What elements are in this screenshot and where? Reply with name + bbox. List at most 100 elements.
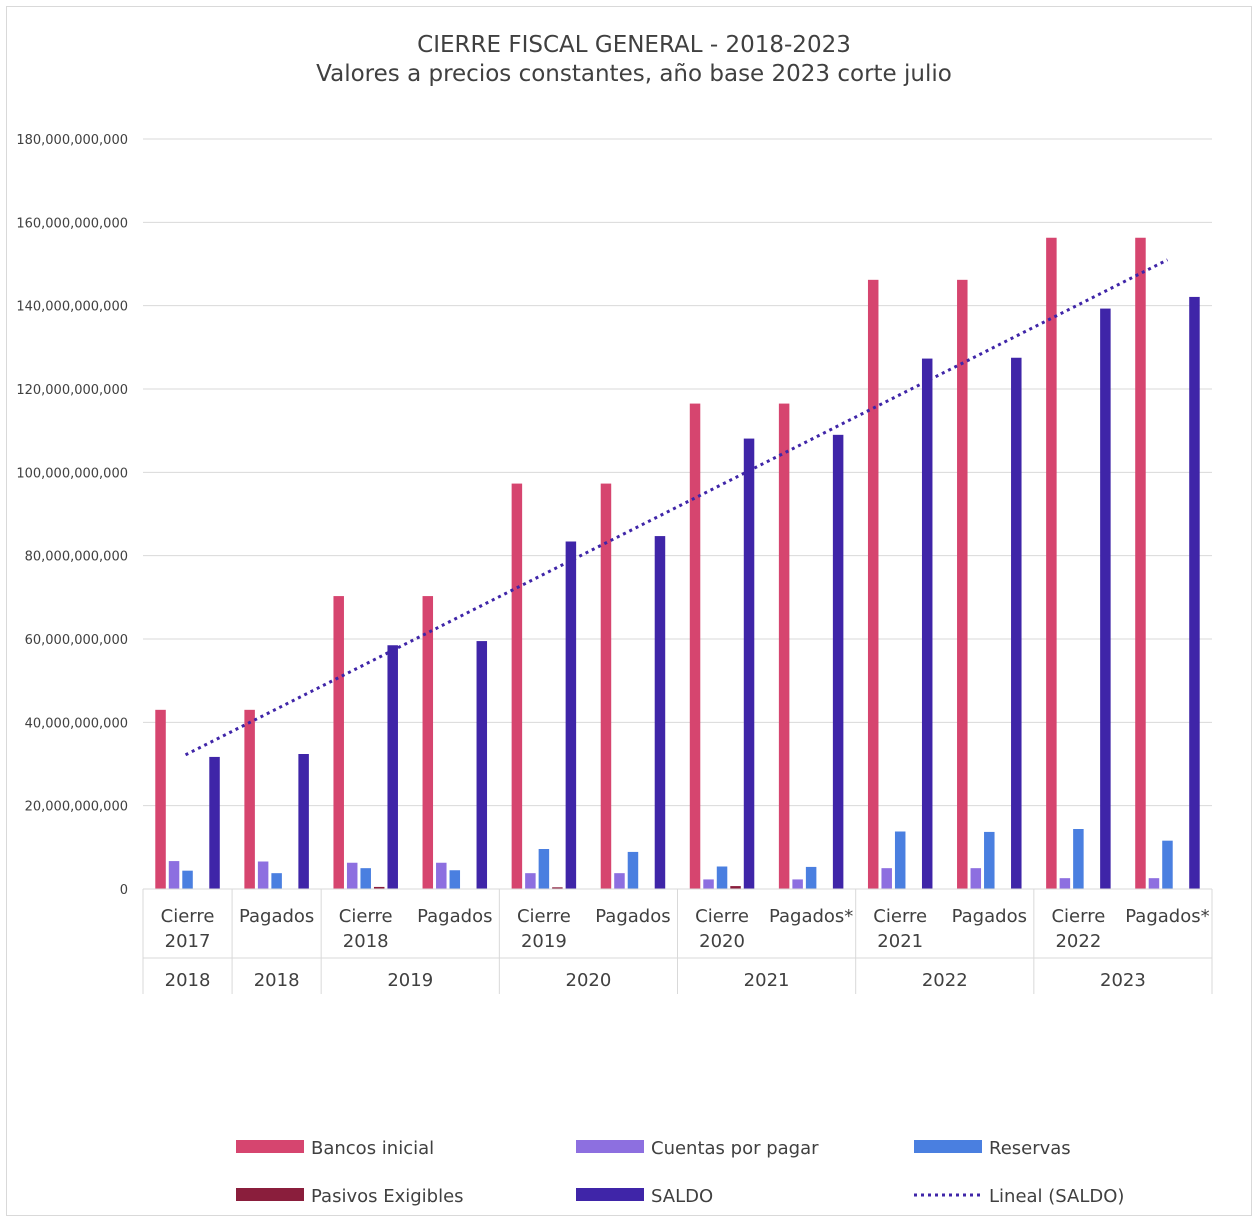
x-tick-label: 2020 [699,931,745,952]
y-tick-label: 180,000,000,000 [16,133,128,148]
bar-saldo [1011,357,1022,889]
bar-reservas [271,873,282,889]
bar-reservas [627,851,639,889]
y-tick-label: 160,000,000,000 [16,216,128,231]
bar-reservas [538,849,550,889]
bar-cuentas-por-pagar [703,879,714,889]
bar-saldo [832,434,844,889]
x-tick-label: 2022 [1055,931,1101,952]
bar-bancos-inicial [244,709,255,889]
bar-cuentas-por-pagar [1059,878,1071,889]
bar-reservas [716,866,728,889]
x-group-label: 2022 [922,970,968,991]
bar-saldo [921,358,933,890]
y-tick-label: 120,000,000,000 [16,383,128,398]
bar-cuentas-por-pagar [257,861,269,889]
legend-swatch [236,1140,304,1153]
x-tick-label: 2017 [165,931,211,952]
bar-reservas [1073,829,1084,889]
legend: Bancos inicial Cuentas por pagar Reservas P… [236,1138,1124,1207]
bar-bancos-inicial [333,596,344,889]
bar-saldo [654,536,666,889]
legend-label: Bancos inicial [311,1138,434,1159]
bar-cuentas-por-pagar [970,868,982,889]
gridlines [143,138,1212,807]
y-tick-label: 60,000,000,000 [25,633,128,648]
bar-saldo [1100,308,1111,890]
legend-label: SALDO [651,1186,713,1207]
bar-saldo [209,756,220,889]
x-axis: Cierre 2017 Pagados Cierre 2018 Pagados Cierre… [142,888,1213,994]
x-tick-label: 2019 [521,931,567,952]
x-tick-label: Pagados [952,906,1027,927]
bar-cuentas-por-pagar [792,879,803,889]
x-tick-label: Cierre [161,906,215,927]
trendline-layer [184,258,1169,757]
bar-bancos-inicial [155,709,166,889]
bar-pasivos-exigibles [552,887,563,889]
y-tick-label: 140,000,000,000 [16,300,128,315]
x-tick-label: Pagados [595,906,670,927]
bar-reservas [805,866,817,889]
bar-saldo [298,754,309,889]
bar-saldo [387,645,398,889]
x-group-label: 2023 [1100,970,1146,991]
x-group-label: 2021 [744,970,790,991]
trendline [184,258,1169,757]
bar-bancos-inicial [778,403,790,889]
x-group-label: 2018 [165,970,211,991]
x-group-label: 2020 [566,970,612,991]
bar-bancos-inicial [867,279,879,890]
bar-cuentas-por-pagar [1148,878,1160,889]
bar-saldo [565,541,577,889]
x-tick-label: Cierre [1051,906,1105,927]
x-tick-label: Pagados [239,906,314,927]
bars [155,237,1200,890]
bar-reservas [182,870,193,889]
bar-bancos-inicial [1046,237,1057,889]
bar-reservas [894,831,906,889]
y-tick-label: 40,000,000,000 [25,716,128,731]
x-tick-label: 2021 [877,931,923,952]
x-tick-label: Cierre [695,906,749,927]
y-tick-label: 20,000,000,000 [25,800,128,815]
chart-title: CIERRE FISCAL GENERAL - 2018-2023 [417,32,851,58]
bar-cuentas-por-pagar [436,862,447,889]
legend-swatch [576,1140,644,1153]
bar-bancos-inicial [957,279,968,890]
bar-bancos-inicial [422,596,434,889]
bar-bancos-inicial [600,483,612,889]
bar-saldo [476,641,488,889]
x-tick-label: Pagados* [769,906,853,927]
legend-label: Reservas [989,1138,1071,1159]
bar-pasivos-exigibles [373,886,385,889]
chart-frame [6,6,1252,1216]
bar-reservas [1162,840,1173,889]
x-group-label: 2019 [387,970,433,991]
legend-label: Pasivos Exigibles [311,1186,464,1207]
bar-saldo [743,438,755,889]
bar-cuentas-por-pagar [346,862,358,889]
bar-cuentas-por-pagar [881,868,892,889]
x-tick-label: 2018 [343,931,389,952]
legend-swatch [914,1140,982,1153]
bar-reservas [984,831,995,889]
legend-swatch [236,1188,304,1201]
x-tick-label: Cierre [517,906,571,927]
bar-bancos-inicial [511,483,523,889]
legend-swatch [576,1188,644,1201]
bar-pasivos-exigibles [730,886,741,889]
x-tick-label: Cierre [873,906,927,927]
bar-cuentas-por-pagar [525,873,536,889]
bar-cuentas-por-pagar [614,873,625,889]
bar-reservas [449,870,461,889]
bar-reservas [360,868,371,889]
bar-bancos-inicial [689,403,701,889]
legend-label: Cuentas por pagar [651,1138,819,1159]
bar-saldo [1189,296,1200,889]
bar-cuentas-por-pagar [168,861,180,889]
x-tick-label: Pagados [417,906,492,927]
x-group-label: 2018 [254,970,300,991]
bar-bancos-inicial [1135,237,1146,889]
